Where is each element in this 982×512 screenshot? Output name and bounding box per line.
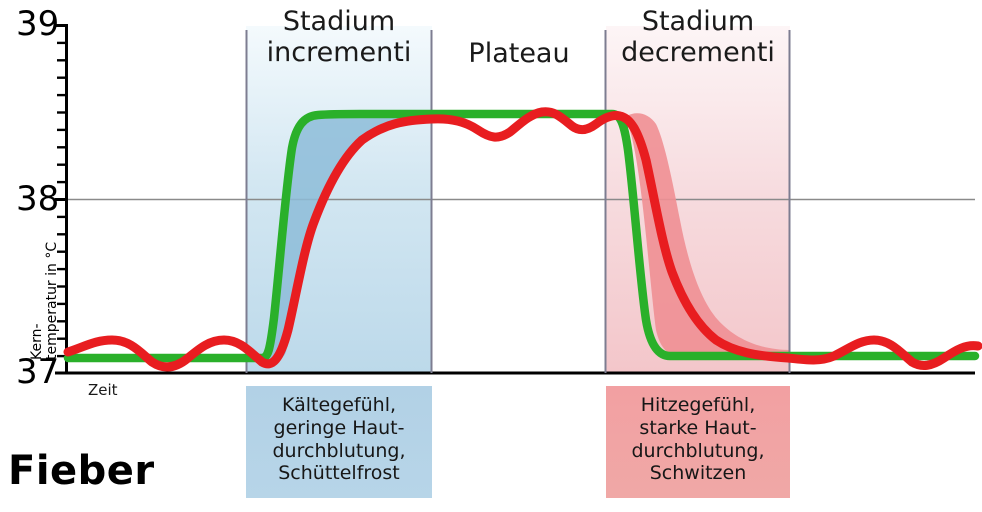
- core-temperature-curve: [63, 107, 982, 372]
- stage-header-incrementi: Stadium incrementi: [266, 6, 412, 69]
- gap-area-fall: [624, 113, 790, 356]
- y-minor-ticks: [57, 41, 67, 358]
- stage-header-decrementi: Stadium decrementi: [621, 6, 775, 69]
- y-tick-label-37: 37: [16, 352, 60, 392]
- caption-box-decrementi: [606, 386, 790, 498]
- y-tick-label-38: 38: [16, 179, 60, 219]
- y-tick-label-39: 39: [16, 4, 60, 44]
- setpoint-curve: [63, 109, 980, 363]
- stage-caption-decrementi: Hitzegefühl, starke Haut- durchblutung, …: [631, 394, 765, 485]
- gap-area-rise: [266, 114, 432, 362]
- stage-caption-incrementi: Kältegefühl, geringe Haut- durchblutung,…: [272, 394, 406, 485]
- stage-header-plateau: Plateau: [468, 38, 570, 69]
- figure-title: Fieber: [8, 448, 155, 494]
- x-axis-label: Zeit: [88, 381, 118, 399]
- caption-box-incrementi: [246, 386, 432, 498]
- y-axis-label: Kern- temperatur in °C: [29, 241, 61, 360]
